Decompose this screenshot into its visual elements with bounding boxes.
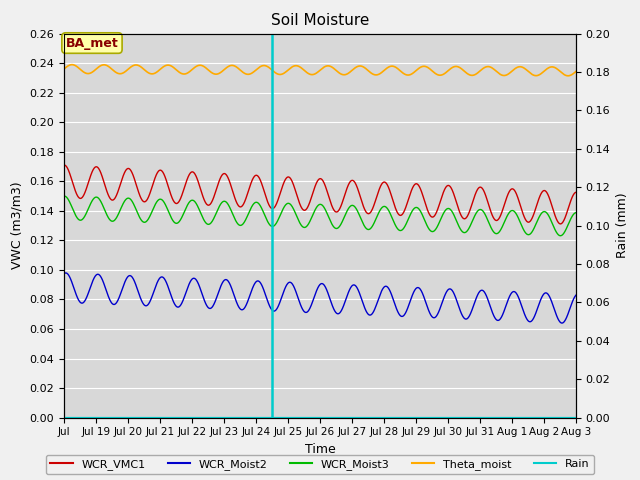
- Y-axis label: VWC (m3/m3): VWC (m3/m3): [11, 182, 24, 269]
- Text: BA_met: BA_met: [66, 36, 118, 49]
- Title: Soil Moisture: Soil Moisture: [271, 13, 369, 28]
- Y-axis label: Rain (mm): Rain (mm): [616, 193, 629, 258]
- X-axis label: Time: Time: [305, 443, 335, 456]
- Legend: WCR_VMC1, WCR_Moist2, WCR_Moist3, Theta_moist, Rain: WCR_VMC1, WCR_Moist2, WCR_Moist3, Theta_…: [46, 455, 594, 474]
